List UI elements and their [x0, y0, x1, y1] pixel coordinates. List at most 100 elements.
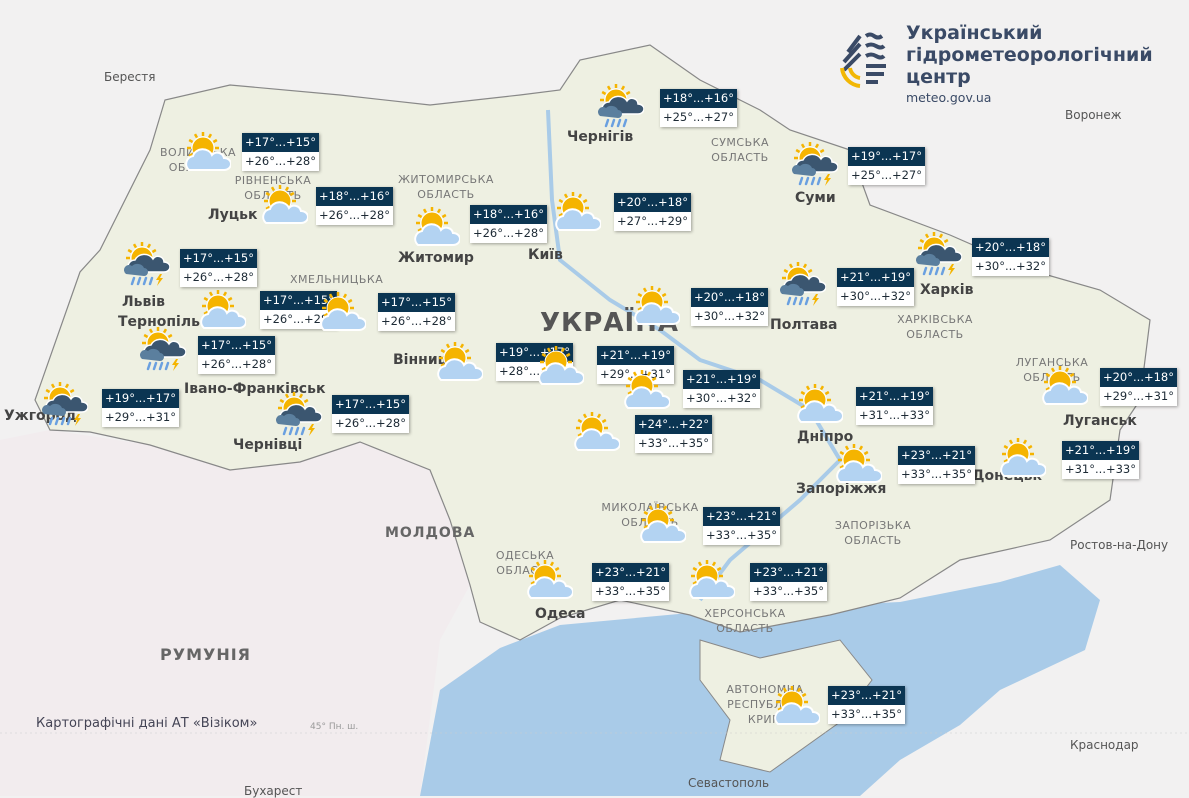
- partly-cloudy-icon: [198, 288, 247, 336]
- foreign-city-label: Воронеж: [1065, 108, 1122, 122]
- day-temperature: +26°...+28°: [378, 312, 455, 331]
- forecast-label: +17°...+15° +26°...+28°: [332, 395, 409, 433]
- night-temperature: +21°...+19°: [1062, 441, 1139, 460]
- foreign-city-label: Бухарест: [244, 784, 303, 798]
- logo-line-3: центр: [906, 66, 971, 88]
- oblast-label: ЖИТОМИРСЬКА ОБЛАСТЬ: [398, 173, 494, 201]
- day-temperature: +26°...+28°: [242, 152, 319, 171]
- city-label: Вінниця: [393, 352, 457, 368]
- day-temperature: +27°...+29°: [614, 212, 691, 231]
- night-temperature: +23°...+21°: [898, 446, 975, 465]
- forecast-label: +17°...+15° +26°...+28°: [242, 133, 319, 171]
- rain-icon: [596, 82, 645, 130]
- partly-cloudy-icon: [834, 442, 883, 490]
- city-label: Чернівці: [233, 437, 303, 453]
- partly-cloudy-icon: [435, 340, 484, 388]
- partly-cloudy-icon: [318, 290, 367, 338]
- city-label: Львів: [122, 294, 165, 310]
- forecast-label: +21°...+19° +31°...+33°: [856, 387, 933, 425]
- day-temperature: +29°...+31°: [102, 408, 179, 427]
- city-label: Чернігів: [567, 129, 634, 145]
- foreign-city-label: Краснодар: [1070, 738, 1139, 752]
- day-temperature: +33°...+35°: [750, 582, 827, 601]
- forecast-label: +20°...+18° +27°...+29°: [614, 193, 691, 231]
- night-temperature: +20°...+18°: [972, 238, 1049, 257]
- country-label-romania: РУМУНІЯ: [160, 645, 251, 664]
- partly-cloudy-icon: [553, 190, 602, 238]
- oblast-label: ХАРКІВСЬКА ОБЛАСТЬ: [897, 313, 973, 341]
- forecast-label: +23°...+21° +33°...+35°: [703, 507, 780, 545]
- partly-cloudy-icon: [536, 344, 585, 392]
- partly-cloudy-icon: [998, 436, 1047, 484]
- night-temperature: +17°...+15°: [242, 133, 319, 152]
- day-temperature: +26°...+28°: [470, 224, 547, 243]
- thunderstorm-icon: [790, 140, 839, 188]
- partly-cloudy-icon: [572, 410, 621, 458]
- thunderstorm-icon: [274, 390, 323, 438]
- city-label: Одеса: [535, 606, 586, 622]
- forecast-label: +18°...+16° +26°...+28°: [470, 205, 547, 243]
- partly-cloudy-icon: [687, 558, 736, 606]
- partly-cloudy-icon: [1040, 364, 1089, 412]
- thunderstorm-icon: [138, 325, 187, 373]
- day-temperature: +31°...+33°: [856, 406, 933, 425]
- logo[interactable]: Український гідрометеорологічний центр m…: [838, 22, 1153, 105]
- forecast-label: +18°...+16° +26°...+28°: [316, 187, 393, 225]
- ukrhydromet-logo-icon: [840, 32, 886, 88]
- night-temperature: +17°...+15°: [378, 293, 455, 312]
- thunderstorm-icon: [40, 380, 89, 428]
- day-temperature: +26°...+28°: [316, 206, 393, 225]
- day-temperature: +31°...+33°: [1062, 460, 1139, 479]
- day-temperature: +26°...+28°: [180, 268, 257, 287]
- night-temperature: +23°...+21°: [703, 507, 780, 526]
- partly-cloudy-icon: [183, 130, 232, 178]
- logo-url[interactable]: meteo.gov.ua: [906, 90, 992, 105]
- forecast-label: +23°...+21° +33°...+35°: [898, 446, 975, 484]
- night-temperature: +20°...+18°: [614, 193, 691, 212]
- night-temperature: +17°...+15°: [180, 249, 257, 268]
- day-temperature: +33°...+35°: [898, 465, 975, 484]
- forecast-label: +17°...+15° +26°...+28°: [180, 249, 257, 287]
- partly-cloudy-icon: [525, 558, 574, 606]
- day-temperature: +26°...+28°: [332, 414, 409, 433]
- night-temperature: +17°...+15°: [260, 291, 337, 310]
- night-temperature: +21°...+19°: [683, 370, 760, 389]
- day-temperature: +33°...+35°: [592, 582, 669, 601]
- partly-cloudy-icon: [622, 368, 671, 416]
- night-temperature: +24°...+22°: [635, 415, 712, 434]
- city-label: Луганськ: [1063, 413, 1137, 429]
- forecast-label: +20°...+18° +30°...+32°: [691, 288, 768, 326]
- thunderstorm-icon: [778, 260, 827, 308]
- logo-line-1: Український: [906, 22, 1043, 44]
- city-label: Дніпро: [797, 429, 854, 445]
- night-temperature: +23°...+21°: [592, 563, 669, 582]
- oblast-label: ХМЕЛЬНИЦЬКА: [290, 273, 384, 286]
- partly-cloudy-icon: [795, 382, 844, 430]
- night-temperature: +18°...+16°: [316, 187, 393, 206]
- oblast-label: ХЕРСОНСЬКА ОБЛАСТЬ: [704, 607, 786, 635]
- forecast-label: +23°...+21° +33°...+35°: [828, 686, 905, 724]
- city-label: Житомир: [398, 250, 474, 266]
- parallel-label: 45° Пн. ш.: [310, 722, 359, 732]
- city-label: Запоріжжя: [796, 481, 887, 497]
- city-label: Івано-Франківськ: [184, 381, 326, 397]
- day-temperature: +33°...+35°: [703, 526, 780, 545]
- romania-moldova-area: [0, 430, 470, 796]
- night-temperature: +20°...+18°: [1100, 368, 1177, 387]
- night-temperature: +17°...+15°: [332, 395, 409, 414]
- night-temperature: +23°...+21°: [828, 686, 905, 705]
- forecast-label: +18°...+16° +25°...+27°: [660, 89, 737, 127]
- forecast-label: +21°...+19° +31°...+33°: [1062, 441, 1139, 479]
- night-temperature: +19°...+17°: [848, 147, 925, 166]
- city-label: Севастополь: [688, 776, 770, 790]
- forecast-label: +20°...+18° +30°...+32°: [972, 238, 1049, 276]
- city-label: Луцьк: [208, 207, 258, 223]
- forecast-label: +19°...+17° +29°...+31°: [102, 389, 179, 427]
- night-temperature: +21°...+19°: [856, 387, 933, 406]
- night-temperature: +20°...+18°: [691, 288, 768, 307]
- country-label-moldova: МОЛДОВА: [385, 525, 476, 541]
- night-temperature: +18°...+16°: [470, 205, 547, 224]
- foreign-city-label: Берестя: [104, 70, 156, 84]
- night-temperature: +21°...+19°: [837, 268, 914, 287]
